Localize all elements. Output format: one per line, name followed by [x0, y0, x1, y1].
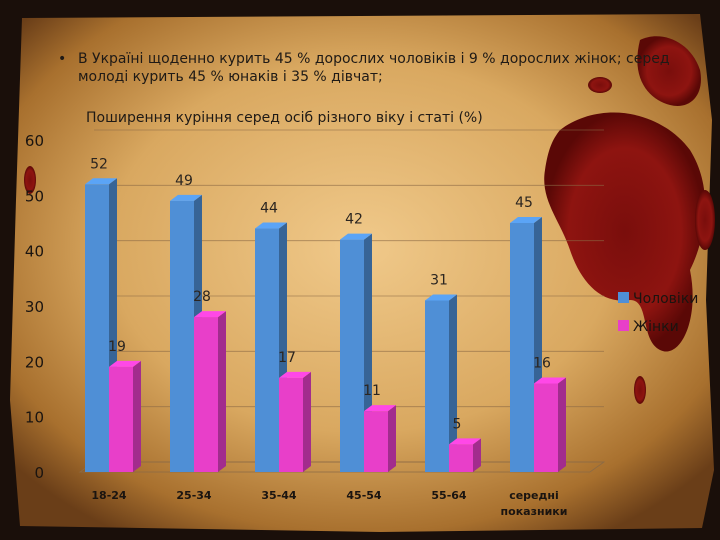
data-label-men-3: 42	[345, 212, 363, 228]
bar-women-2	[279, 371, 311, 472]
legend-label-women: Жінки	[633, 319, 679, 335]
x-tick-label-3: 45-54	[346, 489, 382, 502]
data-label-men-2: 44	[260, 201, 278, 217]
y-tick-label-4: 40	[25, 243, 44, 261]
data-labels: 52 19 49 28 44 17 42 11 31 5 45 16	[90, 156, 551, 432]
bars	[85, 178, 566, 472]
bar-women-4	[449, 438, 481, 472]
legend: Чоловіки Жінки	[618, 291, 698, 335]
bar-women-0	[109, 360, 141, 472]
bar-women-5	[534, 377, 566, 472]
bar-men-2	[255, 222, 287, 472]
y-axis: 0 10 20 30 40 50 60	[25, 132, 44, 482]
y-tick-label-2: 20	[25, 353, 44, 371]
data-label-women-5: 16	[533, 355, 551, 371]
x-tick-label-2: 35-44	[261, 489, 297, 502]
legend-swatch-men	[618, 292, 629, 303]
blood-splatter	[24, 36, 715, 404]
data-label-women-0: 19	[108, 339, 126, 355]
bullet-point: • В Україні щоденно курить 45 % дорослих…	[58, 50, 702, 86]
x-axis: 18-24 25-34 35-44 45-54 55-64 середні показник…	[91, 489, 567, 518]
data-label-women-2: 17	[278, 350, 296, 366]
bar-men-4	[425, 294, 457, 472]
bar-women-1	[194, 311, 226, 472]
bar-women-3	[364, 405, 396, 472]
data-label-men-4: 31	[430, 272, 448, 288]
data-label-women-3: 11	[363, 383, 381, 399]
x-tick-label-4: 55-64	[431, 489, 467, 502]
y-tick-label-0: 0	[34, 464, 44, 482]
x-tick-label-0: 18-24	[91, 489, 127, 502]
y-tick-label-3: 30	[25, 298, 44, 316]
y-tick-label-6: 60	[25, 132, 44, 150]
x-tick-label-5: середні показники	[501, 489, 568, 518]
chart-title: Поширення куріння серед осіб різного вік…	[86, 110, 483, 126]
data-label-men-0: 52	[90, 156, 108, 172]
data-label-men-5: 45	[515, 195, 533, 211]
y-tick-label-1: 10	[25, 409, 44, 427]
legend-label-men: Чоловіки	[633, 291, 698, 307]
bullet-marker: •	[58, 51, 67, 67]
data-label-women-4: 5	[453, 416, 462, 432]
data-label-women-1: 28	[193, 289, 211, 305]
data-label-men-1: 49	[175, 173, 193, 189]
y-tick-label-5: 50	[25, 187, 44, 205]
x-tick-label-1: 25-34	[176, 489, 212, 502]
bullet-text: В Україні щоденно курить 45 % дорослих ч…	[78, 51, 670, 85]
legend-swatch-women	[618, 320, 629, 331]
